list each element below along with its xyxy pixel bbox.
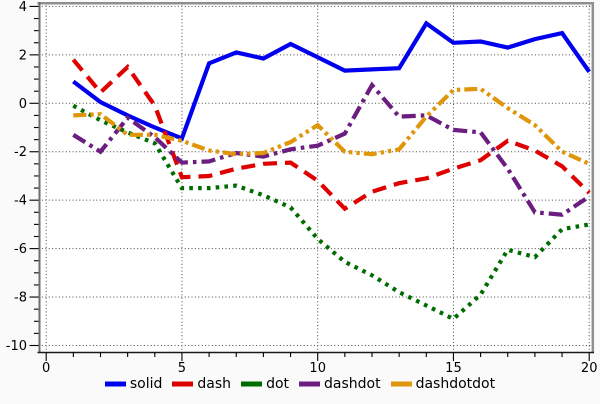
legend-label: dashdotdot (415, 376, 496, 392)
series-line-solid (72, 20, 591, 142)
legend-item-solid: solid (104, 376, 163, 392)
y-tick-label: 2 (19, 48, 27, 63)
legend-item-dashdot: dashdot (299, 377, 381, 391)
x-tick-label: 10 (309, 361, 326, 376)
y-tick-label: 0 (19, 97, 27, 112)
chart-legend: solid dash dot dashdot dashdotdot (0, 377, 600, 391)
legend-label: dashdot (324, 376, 381, 392)
legend-swatch-dot (241, 381, 263, 387)
y-tick-label: -10 (6, 339, 27, 354)
legend-item-dot: dot (241, 377, 289, 391)
legend-swatch-dashdot (299, 381, 321, 387)
legend-label: dot (266, 376, 290, 392)
series-line-dash (71, 58, 591, 212)
series-line-dot (72, 103, 590, 322)
x-tick-label: 20 (581, 361, 598, 376)
y-tick-label: -8 (14, 291, 27, 306)
gridlines (38, 2, 594, 353)
legend-label: solid (129, 376, 163, 392)
y-tick-label: 4 (19, 0, 27, 15)
legend-item-dash: dash (172, 377, 231, 391)
x-tick-label: 15 (445, 361, 462, 376)
series-line-dashdotdot (73, 86, 591, 166)
legend-swatch-dash (172, 381, 194, 387)
plot-area (38, 2, 594, 353)
x-tick-label: 5 (178, 361, 186, 376)
legend-swatch-dashdotdot (390, 381, 412, 387)
legend-swatch-solid (104, 381, 126, 387)
y-tick-label: -6 (14, 242, 27, 257)
series-line-dashdot (72, 81, 591, 217)
y-tick-label: -4 (14, 194, 27, 209)
y-tick-label: -2 (14, 145, 27, 160)
tick-marks (29, 5, 590, 361)
x-tick-label: 0 (42, 361, 50, 376)
legend-label: dash (197, 376, 232, 392)
legend-item-dashdotdot: dashdotdot (390, 376, 496, 392)
